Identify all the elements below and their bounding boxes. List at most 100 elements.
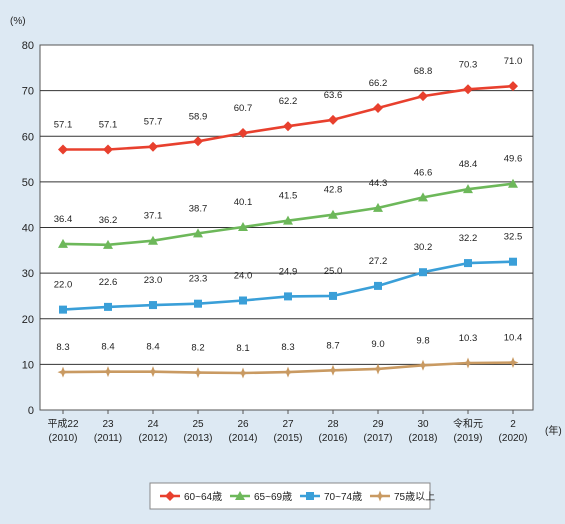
data-label: 9.8 [416,335,429,346]
data-point [463,184,473,194]
data-point [237,367,249,379]
data-point [509,257,517,266]
x-tick-sublabel: (2020) [499,433,528,444]
data-point [58,144,68,155]
legend-swatch-marker [235,491,245,500]
data-label: 22.0 [54,280,73,291]
data-label: 60.7 [234,103,253,114]
data-point [193,136,203,147]
data-label: 24.0 [234,271,253,282]
data-label: 25.0 [324,266,343,277]
data-point [192,367,204,379]
x-tick-label: 28 [327,419,339,430]
data-label: 8.2 [191,343,204,354]
data-label: 40.1 [234,197,253,208]
data-point [508,81,518,92]
y-tick-label: 0 [28,405,34,417]
x-tick-sublabel: (2011) [94,433,122,444]
data-point [373,102,383,113]
data-label: 8.3 [281,342,294,353]
data-point [417,359,429,371]
legend-label: 65~69歳 [254,491,292,503]
data-point [149,301,157,310]
x-tick-label: 26 [237,419,249,430]
y-tick-label: 20 [22,314,34,326]
legend-label: 75歳以上 [394,491,435,503]
data-label: 70.3 [459,59,478,70]
data-label: 27.2 [369,256,388,267]
data-label: 57.1 [54,119,73,130]
x-tick-label: 2 [510,419,516,430]
data-point [194,299,202,308]
data-point [283,215,293,225]
data-point [147,366,159,378]
data-label: 71.0 [504,56,523,67]
data-point [328,209,338,219]
data-label: 30.2 [414,242,433,253]
data-point [374,281,382,290]
data-point [284,292,292,301]
data-point [329,291,337,300]
data-label: 58.9 [189,111,208,122]
x-tick-sublabel: (2014) [229,433,258,444]
x-tick-sublabel: (2012) [139,433,168,444]
data-point [193,228,203,238]
x-tick-label: 29 [372,419,384,430]
data-label: 49.6 [504,154,523,165]
data-point [103,239,113,249]
data-point [373,202,383,212]
data-point [463,84,473,95]
x-tick-sublabel: (2013) [184,433,213,444]
x-tick-label: 23 [102,419,114,430]
x-tick-label: 24 [147,419,159,430]
data-label: 23.3 [189,274,208,285]
data-label: 57.1 [99,119,118,130]
data-point [58,238,68,248]
data-label: 36.4 [54,214,73,225]
y-tick-label: 70 [22,86,34,98]
x-tick-sublabel: (2016) [319,433,348,444]
data-point [57,366,69,378]
data-point [419,268,427,277]
data-point [239,296,247,305]
y-tick-label: 80 [22,40,34,52]
data-point [59,305,67,314]
data-point [464,259,472,268]
y-tick-label: 30 [22,268,34,280]
data-label: 8.4 [146,342,159,353]
data-label: 32.5 [504,232,523,243]
data-label: 10.4 [504,333,523,344]
x-tick-sublabel: (2015) [274,433,303,444]
data-label: 57.7 [144,117,163,128]
y-tick-label: 50 [22,177,34,189]
legend-label: 70~74歳 [324,491,362,503]
data-label: 22.6 [99,277,118,288]
data-point [282,366,294,378]
data-label: 42.8 [324,185,343,196]
x-unit-label: (年) [545,424,562,437]
data-label: 66.2 [369,78,388,89]
data-point [238,128,248,139]
data-label: 37.1 [144,211,163,222]
data-label: 62.2 [279,96,298,107]
data-point [148,141,158,152]
data-point [327,364,339,376]
data-label: 10.3 [459,333,478,344]
data-label: 24.9 [279,266,298,277]
data-label: 9.0 [371,339,384,350]
x-tick-label: 25 [192,419,204,430]
data-label: 63.6 [324,90,343,101]
data-label: 8.1 [236,343,249,354]
data-label: 36.2 [99,215,118,226]
legend-label: 60~64歳 [184,491,222,503]
data-point [418,192,428,202]
x-tick-sublabel: (2019) [454,433,483,444]
y-tick-label: 60 [22,131,34,143]
x-tick-sublabel: (2010) [49,433,78,444]
data-label: 38.7 [189,203,208,214]
data-point [372,363,384,375]
data-label: 68.8 [414,66,433,77]
data-point [104,302,112,311]
